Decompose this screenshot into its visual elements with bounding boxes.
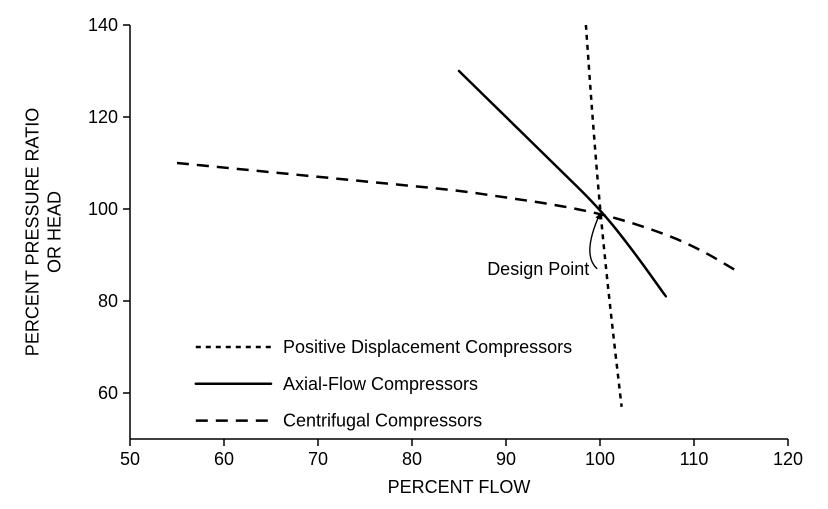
y-tick-label: 140 [88,15,118,35]
legend-label-centrifugal: Centrifugal Compressors [283,411,482,431]
y-tick-label: 120 [88,107,118,127]
y-tick-label: 60 [98,383,118,403]
design-point-annotation: Design Point [487,214,600,279]
legend: Positive Displacement Compressors Axial-F… [196,337,572,431]
x-tick-label: 100 [585,449,615,469]
x-tick-label: 70 [308,449,328,469]
y-tick-label: 100 [88,199,118,219]
x-tick-label: 110 [680,449,709,469]
series-centrifugal [177,163,741,273]
y-tick-label: 80 [98,291,118,311]
x-tick-label: 50 [120,449,140,469]
legend-label-axial_flow: Axial-Flow Compressors [283,374,478,394]
design-point-label: Design Point [487,259,589,279]
x-tick-label: 80 [402,449,422,469]
x-tick-label: 120 [773,449,803,469]
compressor-performance-chart: 50 60 70 80 90 100 110 120 PERCENT FLOW 60 80 100 12… [0,0,828,509]
x-tick-label: 90 [496,449,516,469]
y-axis-label: PERCENT PRESSURE RATIOOR HEAD [23,108,65,356]
legend-label-positive_displacement: Positive Displacement Compressors [283,337,572,357]
x-tick-label: 60 [214,449,234,469]
x-axis-label: PERCENT FLOW [388,477,531,497]
